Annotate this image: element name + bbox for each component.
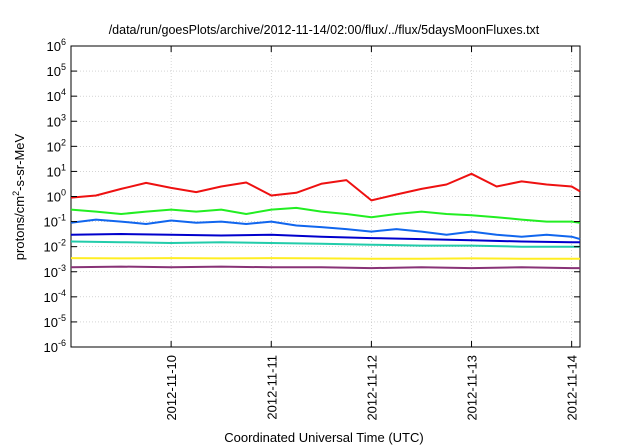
y-tick-label: 10-3 <box>44 263 66 280</box>
y-axis-label-exponent: 2 <box>11 191 21 196</box>
y-tick-exponent: 6 <box>61 37 66 47</box>
y-tick-exponent: 1 <box>61 162 66 172</box>
x-tick-label: 2012-11-12 <box>364 355 379 421</box>
y-tick-label: 104 <box>47 87 66 104</box>
x-tick-label: 2012-11-13 <box>465 355 480 421</box>
chart-title: /data/run/goesPlots/archive/2012-11-14/0… <box>109 23 540 37</box>
y-axis-label-suffix: -s-sr-MeV <box>12 133 27 190</box>
y-tick-label: 105 <box>47 62 66 79</box>
y-tick-label: 10-4 <box>44 288 66 305</box>
y-tick-base: 10 <box>44 340 58 355</box>
y-tick-base: 10 <box>44 215 58 230</box>
y-tick-exponent: -4 <box>58 288 66 298</box>
y-tick-exponent: -3 <box>58 263 66 273</box>
x-tick-label: 2012-11-14 <box>565 355 580 421</box>
y-tick-exponent: 0 <box>61 188 66 198</box>
y-tick-label: 100 <box>47 188 66 205</box>
y-tick-base: 10 <box>47 89 61 104</box>
x-axis-ticks: 2012-11-10 2012-11-11 2012-11-12 2012-11-13… <box>164 46 580 421</box>
grid <box>71 45 580 348</box>
series-group <box>70 172 581 270</box>
y-tick-label: 10-5 <box>44 313 66 330</box>
x-tick-label: 2012-11-11 <box>264 355 279 420</box>
series-line-7 <box>70 265 580 270</box>
y-tick-label: 101 <box>47 162 66 179</box>
y-tick-label: 10-6 <box>44 338 66 355</box>
y-tick-exponent: -1 <box>58 213 66 223</box>
y-tick-base: 10 <box>44 265 58 280</box>
y-tick-base: 10 <box>47 114 61 129</box>
y-tick-base: 10 <box>44 315 58 330</box>
y-axis-label-prefix: protons/cm <box>12 196 27 260</box>
y-tick-exponent: 4 <box>61 87 66 97</box>
y-tick-label: 10-2 <box>44 238 66 255</box>
series-line-4 <box>70 233 580 244</box>
y-tick-base: 10 <box>47 139 61 154</box>
x-axis-label: Coordinated Universal Time (UTC) <box>224 430 423 445</box>
x-tick-label: 2012-11-10 <box>164 355 179 421</box>
y-tick-base: 10 <box>47 190 61 205</box>
series-line-3 <box>70 218 581 241</box>
y-tick-exponent: -2 <box>58 238 66 248</box>
y-axis-label: protons/cm2-s-sr-MeV <box>11 133 27 260</box>
y-tick-base: 10 <box>44 240 58 255</box>
y-tick-exponent: -5 <box>58 313 66 323</box>
y-tick-label: 102 <box>47 137 66 154</box>
y-tick-exponent: 3 <box>61 112 66 122</box>
series-line-2 <box>70 206 581 224</box>
y-tick-exponent: -6 <box>58 338 66 348</box>
y-tick-base: 10 <box>44 290 58 305</box>
y-tick-base: 10 <box>47 39 61 54</box>
y-tick-label: 106 <box>47 37 66 54</box>
y-tick-exponent: 2 <box>61 137 66 147</box>
series-line-1 <box>70 172 581 202</box>
series-line-5 <box>70 240 580 248</box>
y-axis-ticks: 10-610-510-410-310-210-11001011021031041… <box>44 37 580 355</box>
series-line-6 <box>70 257 580 260</box>
y-tick-base: 10 <box>47 164 61 179</box>
y-tick-base: 10 <box>47 64 61 79</box>
y-tick-label: 10-1 <box>44 213 66 230</box>
y-tick-exponent: 5 <box>61 62 66 72</box>
y-tick-label: 103 <box>47 112 66 129</box>
